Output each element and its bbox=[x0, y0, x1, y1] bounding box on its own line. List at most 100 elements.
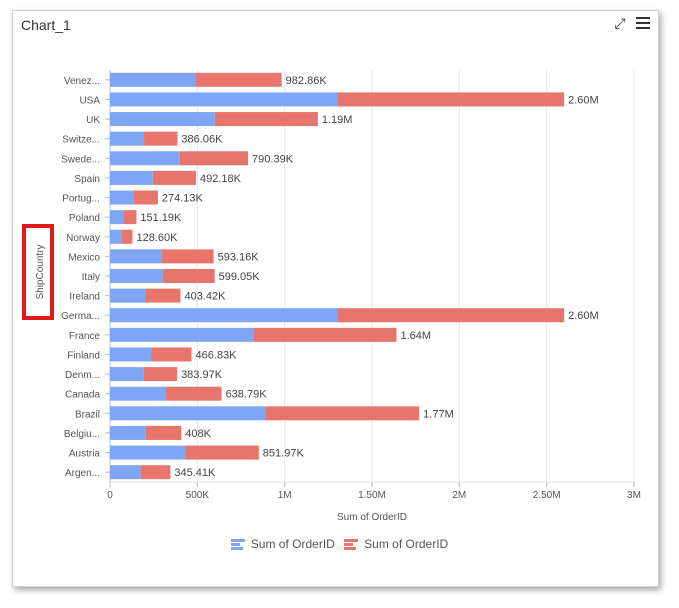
legend-swatch-series-2 bbox=[344, 539, 359, 550]
data-label: 466.83K bbox=[196, 349, 238, 361]
y-tick-label: Argen... bbox=[65, 468, 100, 479]
bar-series-1 bbox=[110, 347, 152, 362]
y-tick-label: Austria bbox=[69, 449, 101, 460]
y-tick-label: Spain bbox=[74, 174, 100, 185]
bar-series-1 bbox=[110, 445, 186, 460]
y-tick-label: Switze... bbox=[62, 135, 100, 146]
y-tick-label: Norway bbox=[66, 233, 100, 244]
data-label: 1.64M bbox=[400, 330, 431, 342]
data-label: 403.42K bbox=[184, 291, 226, 303]
bar-series-1 bbox=[110, 406, 266, 421]
bar-series-1 bbox=[110, 269, 163, 283]
bar-series-2 bbox=[140, 465, 171, 480]
legend-label-series-1: Sum of OrderID bbox=[250, 537, 335, 551]
bar-series-1 bbox=[110, 308, 338, 323]
data-label: 383.97K bbox=[181, 369, 223, 381]
bar-series-1 bbox=[110, 367, 144, 382]
x-axis-title: Sum of OrderID bbox=[337, 512, 407, 523]
x-tick-label: 0 bbox=[107, 490, 113, 501]
legend: Sum of OrderID Sum of OrderID bbox=[0, 537, 679, 552]
data-label: 408K bbox=[185, 428, 211, 440]
y-tick-label: Poland bbox=[69, 213, 100, 224]
data-label: 2.60M bbox=[568, 310, 599, 322]
y-tick-label: Mexico bbox=[68, 252, 100, 263]
data-label: 599.05K bbox=[219, 271, 261, 283]
bar-series-2 bbox=[179, 151, 249, 166]
bar-series-1 bbox=[110, 249, 163, 264]
bar-series-2 bbox=[162, 249, 214, 264]
bar-series-1 bbox=[110, 425, 146, 440]
y-tick-label: Belgiu... bbox=[64, 429, 100, 440]
bar-series-2 bbox=[123, 210, 137, 225]
data-label: 1.19M bbox=[322, 114, 353, 126]
y-tick-label: Swede... bbox=[61, 154, 100, 165]
data-label: 345.41K bbox=[174, 467, 216, 479]
bar-series-2 bbox=[265, 406, 420, 421]
expand-icon[interactable]: ⤢ bbox=[614, 15, 626, 31]
hamburger-menu-icon[interactable] bbox=[636, 17, 650, 29]
y-tick-label: Venez... bbox=[64, 76, 100, 87]
chart-title: Chart_1 bbox=[21, 17, 71, 33]
bar-series-2 bbox=[121, 229, 133, 244]
bar-series-1 bbox=[110, 131, 145, 146]
data-label: 593.16K bbox=[218, 251, 260, 263]
bar-series-2 bbox=[195, 72, 282, 87]
y-tick-label: Italy bbox=[82, 272, 100, 283]
bar-series-2 bbox=[143, 367, 178, 382]
y-axis-title: ShipCountry bbox=[35, 244, 46, 299]
bar-series-1 bbox=[110, 465, 141, 480]
bar-series-2 bbox=[214, 112, 318, 127]
data-label: 790.39K bbox=[252, 153, 294, 165]
legend-item-series-2[interactable]: Sum of OrderID bbox=[344, 537, 448, 551]
x-tick-label: 2M bbox=[452, 490, 466, 501]
x-tick-label: 500K bbox=[186, 490, 210, 501]
data-label: 982.86K bbox=[286, 75, 328, 87]
data-label: 128.60K bbox=[136, 232, 178, 244]
y-tick-label: Canada bbox=[65, 390, 100, 401]
y-tick-label: USA bbox=[79, 95, 100, 106]
ylabel-highlight-box bbox=[22, 224, 54, 320]
bar-series-2 bbox=[337, 308, 565, 323]
x-tick-label: 1.50M bbox=[358, 490, 386, 501]
bar-series-1 bbox=[110, 210, 124, 225]
bar-series-2 bbox=[144, 131, 178, 146]
data-label: 151.19K bbox=[140, 212, 182, 224]
bar-series-1 bbox=[110, 170, 153, 185]
data-label: 274.13K bbox=[162, 193, 204, 205]
y-tick-label: Portug... bbox=[62, 194, 100, 205]
y-tick-label: Denm... bbox=[65, 370, 100, 381]
y-tick-label: Brazil bbox=[75, 409, 100, 420]
bar-series-2 bbox=[152, 170, 196, 185]
y-tick-label: Ireland bbox=[69, 292, 100, 303]
bar-series-2 bbox=[185, 445, 259, 460]
y-tick-label: Finland bbox=[67, 350, 100, 361]
bar-series-1 bbox=[110, 151, 180, 166]
bar-series-2 bbox=[337, 92, 565, 107]
bar-series-1 bbox=[110, 386, 166, 401]
data-label: 386.06K bbox=[181, 134, 223, 146]
x-tick-label: 3M bbox=[627, 490, 641, 501]
legend-item-series-1[interactable]: Sum of OrderID bbox=[230, 537, 335, 551]
data-label: 2.60M bbox=[568, 94, 599, 106]
bar-series-2 bbox=[145, 288, 181, 303]
data-label: 638.79K bbox=[226, 389, 268, 401]
y-tick-label: France bbox=[69, 331, 101, 342]
bar-series-2 bbox=[253, 327, 397, 342]
bar-series-2 bbox=[151, 347, 192, 362]
data-label: 1.77M bbox=[423, 408, 454, 420]
bar-series-1 bbox=[110, 190, 134, 205]
bar-series-1 bbox=[110, 112, 215, 127]
data-label: 851.97K bbox=[263, 448, 305, 460]
y-tick-label: Germa... bbox=[61, 311, 100, 322]
x-tick-label: 2.50M bbox=[533, 490, 561, 501]
data-label: 492.18K bbox=[200, 173, 242, 185]
bar-series-2 bbox=[133, 190, 158, 205]
x-tick-label: 1M bbox=[278, 490, 292, 501]
bar-series-1 bbox=[110, 72, 196, 87]
legend-swatch-series-1 bbox=[230, 539, 245, 550]
bar-series-1 bbox=[110, 288, 146, 303]
bar-series-1 bbox=[110, 92, 338, 107]
legend-label-series-2: Sum of OrderID bbox=[364, 537, 449, 551]
bar-series-1 bbox=[110, 229, 122, 244]
